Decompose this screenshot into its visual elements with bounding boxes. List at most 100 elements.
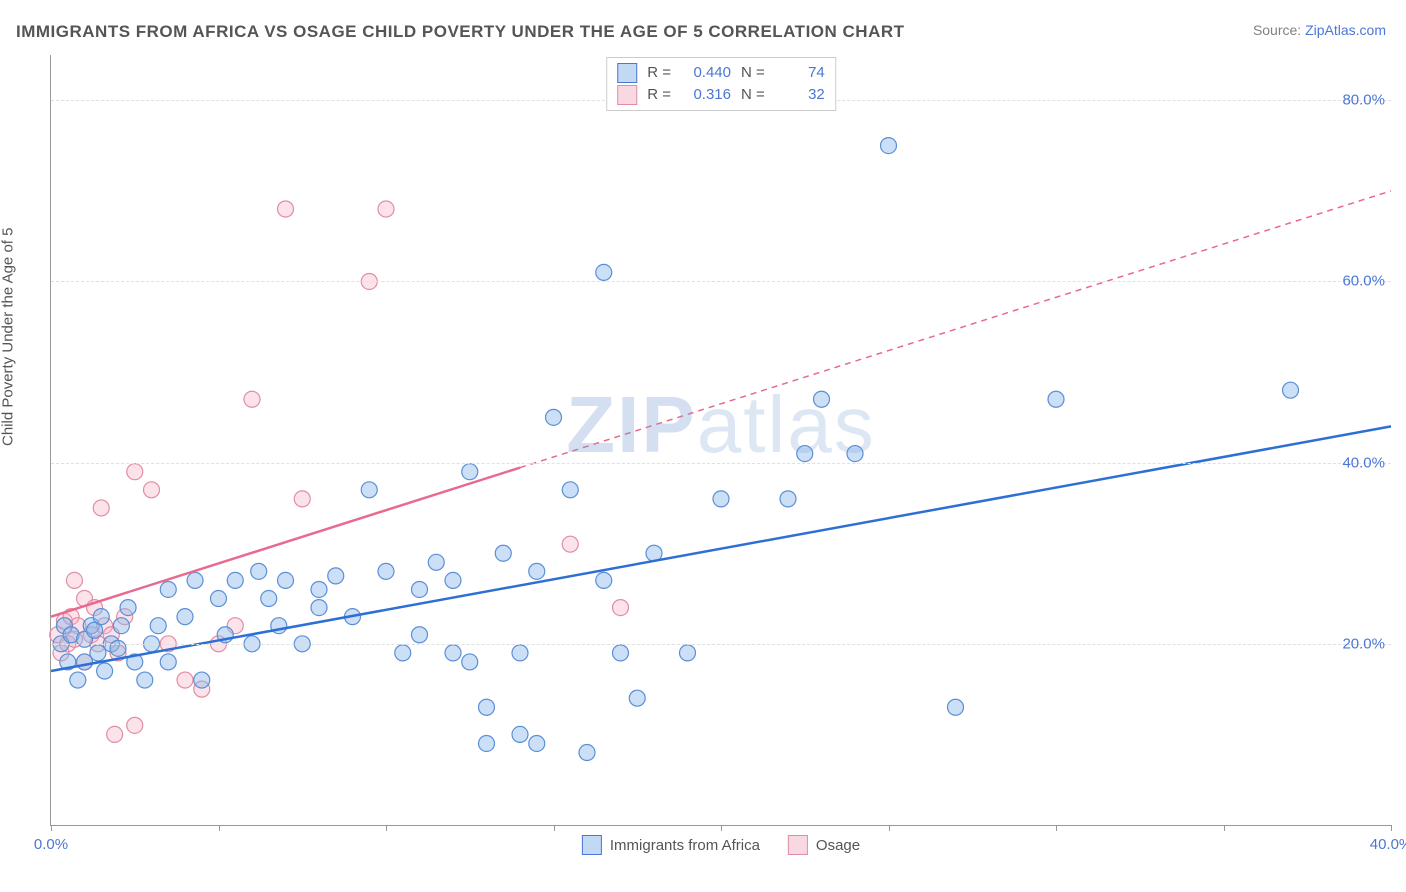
data-point-pink [66,572,82,588]
plot-area: R = 0.440 N = 74 R = 0.316 N = 32 ZIPatl… [50,55,1391,826]
data-point-blue [596,572,612,588]
chart-svg [51,55,1391,825]
data-point-pink [127,717,143,733]
data-point-blue [613,645,629,661]
data-point-blue [227,572,243,588]
data-point-blue [97,663,113,679]
data-point-blue [445,645,461,661]
data-point-pink [144,482,160,498]
data-point-blue [194,672,210,688]
y-tick-label: 60.0% [1342,273,1385,290]
legend-pink-r-value: 0.316 [681,84,731,106]
data-point-blue [395,645,411,661]
data-point-blue [596,264,612,280]
data-point-blue [412,581,428,597]
data-point-blue [479,735,495,751]
x-tick [1391,825,1392,831]
data-point-blue [311,600,327,616]
data-point-blue [1283,382,1299,398]
legend-n-label: N = [741,84,765,106]
data-point-blue [529,563,545,579]
legend-r-label: R = [647,62,671,84]
data-point-blue [512,726,528,742]
data-point-blue [512,645,528,661]
gridline [51,463,1391,464]
data-point-blue [495,545,511,561]
data-point-pink [177,672,193,688]
data-point-blue [780,491,796,507]
data-point-blue [361,482,377,498]
source-attribution: Source: ZipAtlas.com [1253,22,1386,38]
swatch-blue-icon [582,835,602,855]
legend-item-blue: Immigrants from Africa [582,835,760,855]
legend-blue-r-value: 0.440 [681,62,731,84]
source-link[interactable]: ZipAtlas.com [1305,22,1386,38]
data-point-blue [177,609,193,625]
data-point-blue [445,572,461,588]
data-point-blue [562,482,578,498]
data-point-blue [479,699,495,715]
x-tick [51,825,52,831]
x-tick-label: 0.0% [34,836,68,853]
data-point-blue [211,591,227,607]
data-point-blue [428,554,444,570]
data-point-blue [412,627,428,643]
gridline [51,644,1391,645]
data-point-blue [713,491,729,507]
source-prefix: Source: [1253,22,1305,38]
data-point-pink [562,536,578,552]
data-point-blue [847,446,863,462]
data-point-pink [93,500,109,516]
data-point-pink [378,201,394,217]
data-point-blue [814,391,830,407]
x-tick [219,825,220,831]
data-point-blue [137,672,153,688]
data-point-blue [462,464,478,480]
gridline [51,281,1391,282]
y-axis-label: Child Poverty Under the Age of 5 [0,228,17,446]
y-tick-label: 40.0% [1342,454,1385,471]
data-point-pink [127,464,143,480]
data-point-blue [629,690,645,706]
legend-item-pink: Osage [788,835,860,855]
trend-line-pink [51,468,520,617]
data-point-blue [546,409,562,425]
data-point-blue [93,609,109,625]
data-point-blue [797,446,813,462]
x-tick [386,825,387,831]
data-point-blue [120,600,136,616]
legend-n-label: N = [741,62,765,84]
legend-stats: R = 0.440 N = 74 R = 0.316 N = 32 [606,57,836,111]
data-point-blue [948,699,964,715]
legend-pink-n-value: 32 [775,84,825,106]
legend-r-label: R = [647,84,671,106]
x-tick [721,825,722,831]
data-point-blue [529,735,545,751]
data-point-pink [107,726,123,742]
data-point-blue [150,618,166,634]
legend-row-pink: R = 0.316 N = 32 [617,84,825,106]
data-point-blue [462,654,478,670]
data-point-blue [251,563,267,579]
chart-title: IMMIGRANTS FROM AFRICA VS OSAGE CHILD PO… [16,22,905,42]
y-tick-label: 80.0% [1342,92,1385,109]
data-point-blue [261,591,277,607]
swatch-pink-icon [617,85,637,105]
data-point-blue [70,672,86,688]
data-point-blue [160,581,176,597]
data-point-pink [244,391,260,407]
data-point-pink [613,600,629,616]
x-tick-label: 40.0% [1370,836,1406,853]
y-tick-label: 20.0% [1342,635,1385,652]
x-tick [1224,825,1225,831]
legend-blue-n-value: 74 [775,62,825,84]
legend-blue-label: Immigrants from Africa [610,837,760,854]
trend-line-pink-dashed [520,191,1391,468]
data-point-blue [579,745,595,761]
legend-pink-label: Osage [816,837,860,854]
data-point-blue [680,645,696,661]
data-point-pink [278,201,294,217]
data-point-blue [311,581,327,597]
data-point-blue [187,572,203,588]
data-point-blue [113,618,129,634]
